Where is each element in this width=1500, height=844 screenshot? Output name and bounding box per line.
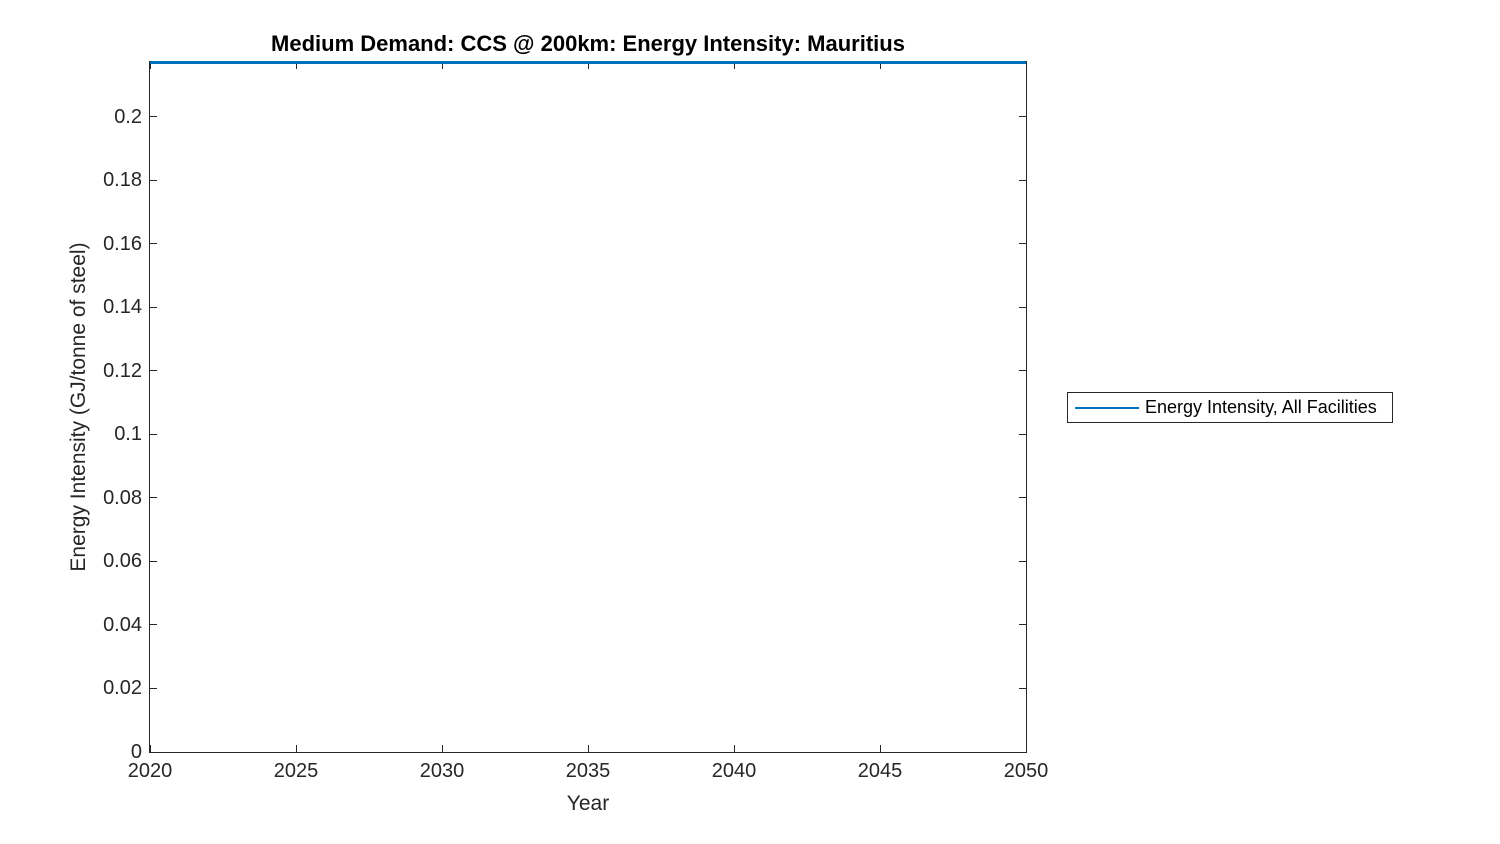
- y-tick-mark-right: [1019, 243, 1026, 245]
- y-tick-label: 0.2: [114, 105, 142, 128]
- y-tick-mark-right: [1019, 179, 1026, 181]
- y-tick-mark-right: [1019, 624, 1026, 626]
- y-tick-mark-right: [1019, 116, 1026, 118]
- x-tick-label: 2025: [273, 760, 319, 782]
- x-tick-mark-top: [733, 62, 735, 69]
- x-tick-mark-top: [441, 62, 443, 69]
- y-tick-label: 0.04: [103, 613, 142, 636]
- y-tick-label: 0.08: [103, 486, 142, 509]
- y-tick-mark-left: [150, 370, 157, 372]
- x-tick-mark-top: [1025, 62, 1027, 69]
- y-tick-label: 0.16: [103, 232, 142, 255]
- y-axis-label: Energy Intensity (GJ/tonne of steel): [67, 242, 90, 572]
- x-tick-mark-bottom: [441, 745, 443, 752]
- x-tick-mark-top: [149, 62, 151, 69]
- x-axis-label: Year: [566, 792, 610, 815]
- x-tick-mark-bottom: [149, 745, 151, 752]
- y-tick-mark-right: [1019, 497, 1026, 499]
- y-tick-mark-left: [150, 433, 157, 435]
- y-tick-label: 0.06: [103, 550, 142, 573]
- y-tick-mark-right: [1019, 433, 1026, 435]
- x-tick-label: 2020: [127, 760, 173, 782]
- y-tick-label: 0.12: [103, 359, 142, 382]
- x-tick-mark-bottom: [879, 745, 881, 752]
- x-tick-label: 2045: [857, 760, 903, 782]
- x-tick-label: 2035: [565, 760, 611, 782]
- y-tick-mark-right: [1019, 560, 1026, 562]
- y-tick-mark-left: [150, 497, 157, 499]
- y-tick-mark-left: [150, 179, 157, 181]
- x-tick-mark-top: [879, 62, 881, 69]
- plot-area: 2020 2025 2030 2035 2040 2045 2050 0 0.02 0.04 0.0…: [103, 60, 1048, 782]
- legend-line-sample: [1075, 406, 1139, 409]
- chart-title: Medium Demand: CCS @ 200km: Energy Inten…: [271, 31, 905, 56]
- x-tick-mark-bottom: [295, 745, 297, 752]
- x-tick-mark-top: [587, 62, 589, 69]
- y-tick-mark-left: [150, 560, 157, 562]
- y-tick-mark-left: [150, 243, 157, 245]
- legend-label: Energy Intensity, All Facilities: [1145, 397, 1377, 417]
- y-tick-label: 0: [130, 741, 142, 763]
- y-tick-mark-right: [1019, 687, 1026, 689]
- x-tick-label: 2050: [1003, 760, 1049, 782]
- legend: Energy Intensity, All Facilities: [1067, 392, 1393, 423]
- x-tick-mark-bottom: [587, 745, 589, 752]
- x-tick-label: 2030: [419, 760, 465, 782]
- x-tick-mark-top: [295, 62, 297, 69]
- y-tick-label: 0.14: [103, 296, 142, 319]
- y-tick-mark-left: [150, 116, 157, 118]
- y-tick-mark-left: [150, 687, 157, 689]
- y-tick-label: 0.1: [114, 423, 142, 446]
- x-tick-mark-bottom: [733, 745, 735, 752]
- x-tick-mark-bottom: [1025, 745, 1027, 752]
- y-tick-label: 0.02: [103, 677, 142, 700]
- y-tick-mark-right: [1019, 370, 1026, 372]
- y-tick-mark-left: [150, 751, 157, 753]
- y-tick-mark-left: [150, 306, 157, 308]
- y-tick-mark-right: [1019, 751, 1026, 753]
- y-tick-mark-right: [1019, 306, 1026, 308]
- x-tick-label: 2040: [711, 760, 757, 782]
- energy-intensity-line: [150, 60, 1026, 64]
- y-tick-mark-left: [150, 624, 157, 626]
- y-tick-label: 0.18: [103, 169, 142, 192]
